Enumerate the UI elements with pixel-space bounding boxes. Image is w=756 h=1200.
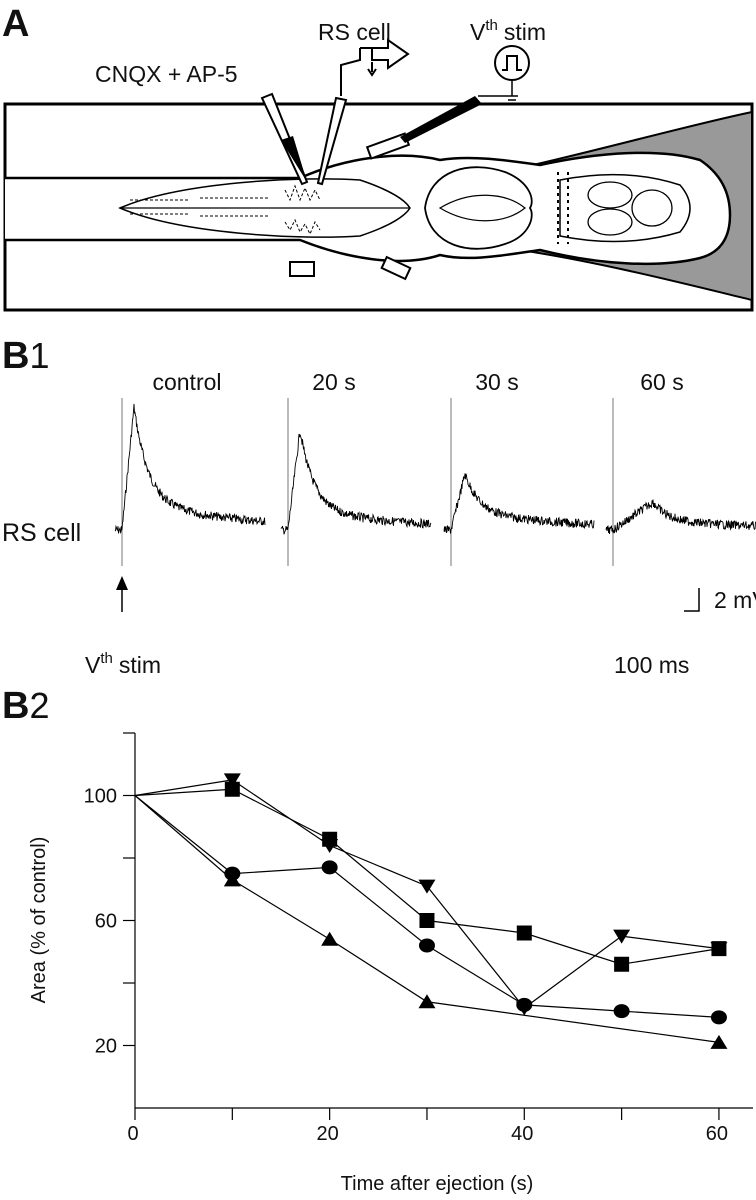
marker [224,781,240,797]
drug-label: CNQX + AP-5 [95,61,238,87]
neurons [130,184,321,236]
x-tick-label: 20 [317,1123,339,1145]
marker [710,1010,727,1025]
tectum-inner [438,194,526,222]
marker [614,956,630,972]
marker [516,925,532,941]
traces [114,398,756,566]
recording-pipette [316,96,348,186]
panel-label: B2 [2,685,49,727]
condition-label: control [152,369,221,395]
series-line [134,795,719,1018]
stim-base: V [470,19,486,45]
trace [605,499,756,535]
x-tick-label: 0 [127,1123,138,1145]
pulse [502,55,522,71]
marker [710,1034,728,1049]
panel-number: 2 [29,685,49,726]
stimulator [494,45,530,81]
stim-sup: th [485,17,498,34]
trace-label: RS cell [2,519,81,547]
panel-label: A [2,3,29,45]
tectum [424,166,533,250]
marker [710,942,728,957]
trace [114,403,266,535]
panel-label: B1 [2,335,49,377]
chart: 20 60 100 0 20 40 60 [84,732,753,1145]
series-line [134,788,720,965]
stim-electrode [400,96,482,143]
marker [223,773,241,788]
marker [321,931,339,946]
condition-label: 20 s [312,369,355,395]
panel-number: 1 [29,335,49,376]
ground [478,80,518,105]
scale-bar [684,588,700,612]
trace [280,433,432,535]
stim-label: Vth stim [470,17,546,45]
stim-base: V [85,652,101,678]
signal-arrow [360,38,410,70]
panel-letter: B [2,335,29,377]
y-tick-label: 60 [95,911,117,933]
stim-rest: stim [504,19,546,45]
marker [419,913,435,928]
signal-line [340,48,361,96]
panel-letter: B [2,685,29,727]
x-tick-label: 60 [706,1123,728,1145]
x-axis-title: Time after ejection (s) [341,1173,534,1195]
trace [443,473,595,534]
stim-arrow [116,576,128,590]
scale-x-label: 100 ms [614,652,689,678]
stim-rest: stim [119,652,161,678]
marker [613,1004,630,1019]
pin [380,255,412,281]
scale-y-label: 2 mV [714,587,756,613]
marker [418,879,436,894]
y-axis-title: Area (% of control) [28,837,50,1004]
y-tick-label: 100 [84,786,117,808]
marker [418,938,435,953]
marker [321,839,339,853]
marker [613,929,631,944]
stim-sup: th [100,650,113,667]
series-line [134,779,720,1009]
marker [418,994,436,1009]
condition-label: 30 s [475,369,518,395]
condition-label: 60 s [640,369,683,395]
marker [223,872,241,887]
lobe [631,189,673,227]
recording-label: RS cell [318,19,391,45]
lobe [587,208,633,236]
stim-label: Vth stim [85,650,161,678]
signal-arrow [367,62,377,77]
marker [321,860,338,875]
pin [289,261,315,277]
x-tick-label: 40 [511,1123,533,1145]
y-tick-label: 20 [95,1036,117,1058]
drug-fill [281,136,307,182]
lobe [587,181,633,209]
marker [516,997,533,1012]
